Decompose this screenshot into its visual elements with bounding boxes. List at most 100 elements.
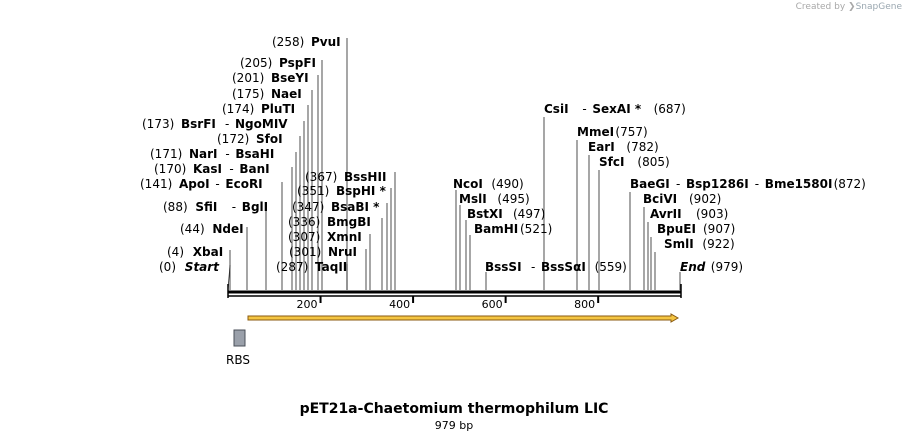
site-name: BmgBI <box>327 215 371 229</box>
site-name: Start <box>185 260 220 274</box>
rbs-label: RBS <box>226 353 250 367</box>
site-name: PvuI <box>311 35 341 49</box>
site-position: (521) <box>520 222 552 236</box>
site-name: SfoI <box>256 132 283 146</box>
site-name-alt: Bme1580I <box>765 177 833 191</box>
site-name-alt: BssSαI <box>541 260 586 274</box>
site-position: (44) <box>180 222 205 236</box>
site-name: XmnI <box>327 230 362 244</box>
snapgene-logo-icon: ❯ <box>848 2 856 12</box>
site-name-alt: EcoRI <box>225 177 262 191</box>
ruler-tick-label: 400 <box>389 298 410 311</box>
site-position: (922) <box>702 237 734 251</box>
site-name: SfcI <box>599 155 624 169</box>
credit-prefix: Created by <box>795 2 846 12</box>
site-position: (172) <box>217 132 249 146</box>
site-name: BciVI <box>643 192 677 206</box>
site-name: BssHII <box>344 170 386 184</box>
site-position: (907) <box>703 222 735 236</box>
site-name: AvrII <box>650 207 682 221</box>
site-separator: - <box>676 177 680 191</box>
site-position: (367) <box>305 170 337 184</box>
site-labels: (258) PvuI (205) PspFI (201) BseYI (175) NaeI (1… <box>140 35 866 274</box>
site-name: NarI <box>189 147 218 161</box>
site-position: (559) <box>595 260 627 274</box>
site-separator: - <box>225 117 229 131</box>
site-name-alt: BanI <box>239 162 269 176</box>
site-position: (141) <box>140 177 172 191</box>
site-name-alt: SexAI * <box>592 102 641 116</box>
site-position: (171) <box>150 147 182 161</box>
site-separator: - <box>229 162 233 176</box>
site-position: (173) <box>142 117 174 131</box>
site-name: SfiI <box>195 200 217 214</box>
site-name: End <box>680 260 706 274</box>
map-title: pET21a-Chaetomium thermophilum LIC <box>299 401 609 417</box>
site-name: XbaI <box>193 245 223 259</box>
site-name: BaeGI <box>630 177 670 191</box>
site-name: CsiI <box>544 102 569 116</box>
site-name: EarI <box>588 140 615 154</box>
ruler-tick-label: 600 <box>482 298 503 311</box>
site-position: (490) <box>491 177 523 191</box>
site-name: BsaBI * <box>331 200 380 214</box>
site-position: (782) <box>626 140 658 154</box>
site-name: MslI <box>459 192 487 206</box>
site-separator: - <box>232 200 236 214</box>
site-separator: - <box>225 147 229 161</box>
site-name: KasI <box>193 162 222 176</box>
sequence-length: 979 bp <box>434 419 474 432</box>
site-separator: - <box>531 260 535 274</box>
site-name: BspHI * <box>336 184 387 198</box>
site-separator: - <box>215 177 219 191</box>
rbs-feature-box <box>233 329 246 347</box>
site-position: (307) <box>288 230 320 244</box>
site-name: SmlI <box>664 237 694 251</box>
site-name: BamHI <box>474 222 518 236</box>
site-position: (170) <box>154 162 186 176</box>
site-position: (258) <box>272 35 304 49</box>
site-position: (301) <box>289 245 321 259</box>
site-name: PspFI <box>279 56 316 70</box>
site-position: (351) <box>297 184 329 198</box>
site-name: NdeI <box>212 222 243 236</box>
site-position: (902) <box>689 192 721 206</box>
site-name-alt: BsaHI <box>235 147 274 161</box>
site-separator: - <box>582 102 586 116</box>
site-name: BstXI <box>467 207 503 221</box>
ruler-tick-label: 800 <box>574 298 595 311</box>
site-position: (175) <box>232 87 264 101</box>
site-separator: - <box>755 177 759 191</box>
site-position: (4) <box>167 245 184 259</box>
credit-brand: SnapGene <box>855 2 902 12</box>
ruler: 200 400 600 800 <box>297 296 600 311</box>
site-position: (872) <box>834 177 866 191</box>
site-position: (174) <box>222 102 254 116</box>
site-position: (287) <box>276 260 308 274</box>
site-position: (979) <box>711 260 743 274</box>
site-position: (497) <box>513 207 545 221</box>
ruler-tick-label: 200 <box>297 298 318 311</box>
site-position: (347) <box>292 200 324 214</box>
site-position: (687) <box>654 102 686 116</box>
site-position: (805) <box>637 155 669 169</box>
site-name: NcoI <box>453 177 483 191</box>
orf-arrow <box>247 313 680 323</box>
site-position: (336) <box>288 215 320 229</box>
site-name: PluTI <box>261 102 295 116</box>
site-name: NaeI <box>271 87 302 101</box>
site-leader-lines <box>227 38 681 291</box>
snapgene-credit: Created by ❯SnapGene <box>796 2 902 12</box>
site-position: (757) <box>615 125 647 139</box>
site-name: BseYI <box>271 71 309 85</box>
site-name: ApoI <box>179 177 210 191</box>
site-position: (88) <box>163 200 188 214</box>
site-position: (903) <box>696 207 728 221</box>
site-name: BsrFI <box>181 117 216 131</box>
site-name: BssSI <box>485 260 522 274</box>
site-name: TaqII <box>315 260 347 274</box>
site-position: (201) <box>232 71 264 85</box>
site-name-alt: BglI <box>242 200 268 214</box>
site-name: MmeI <box>577 125 614 139</box>
